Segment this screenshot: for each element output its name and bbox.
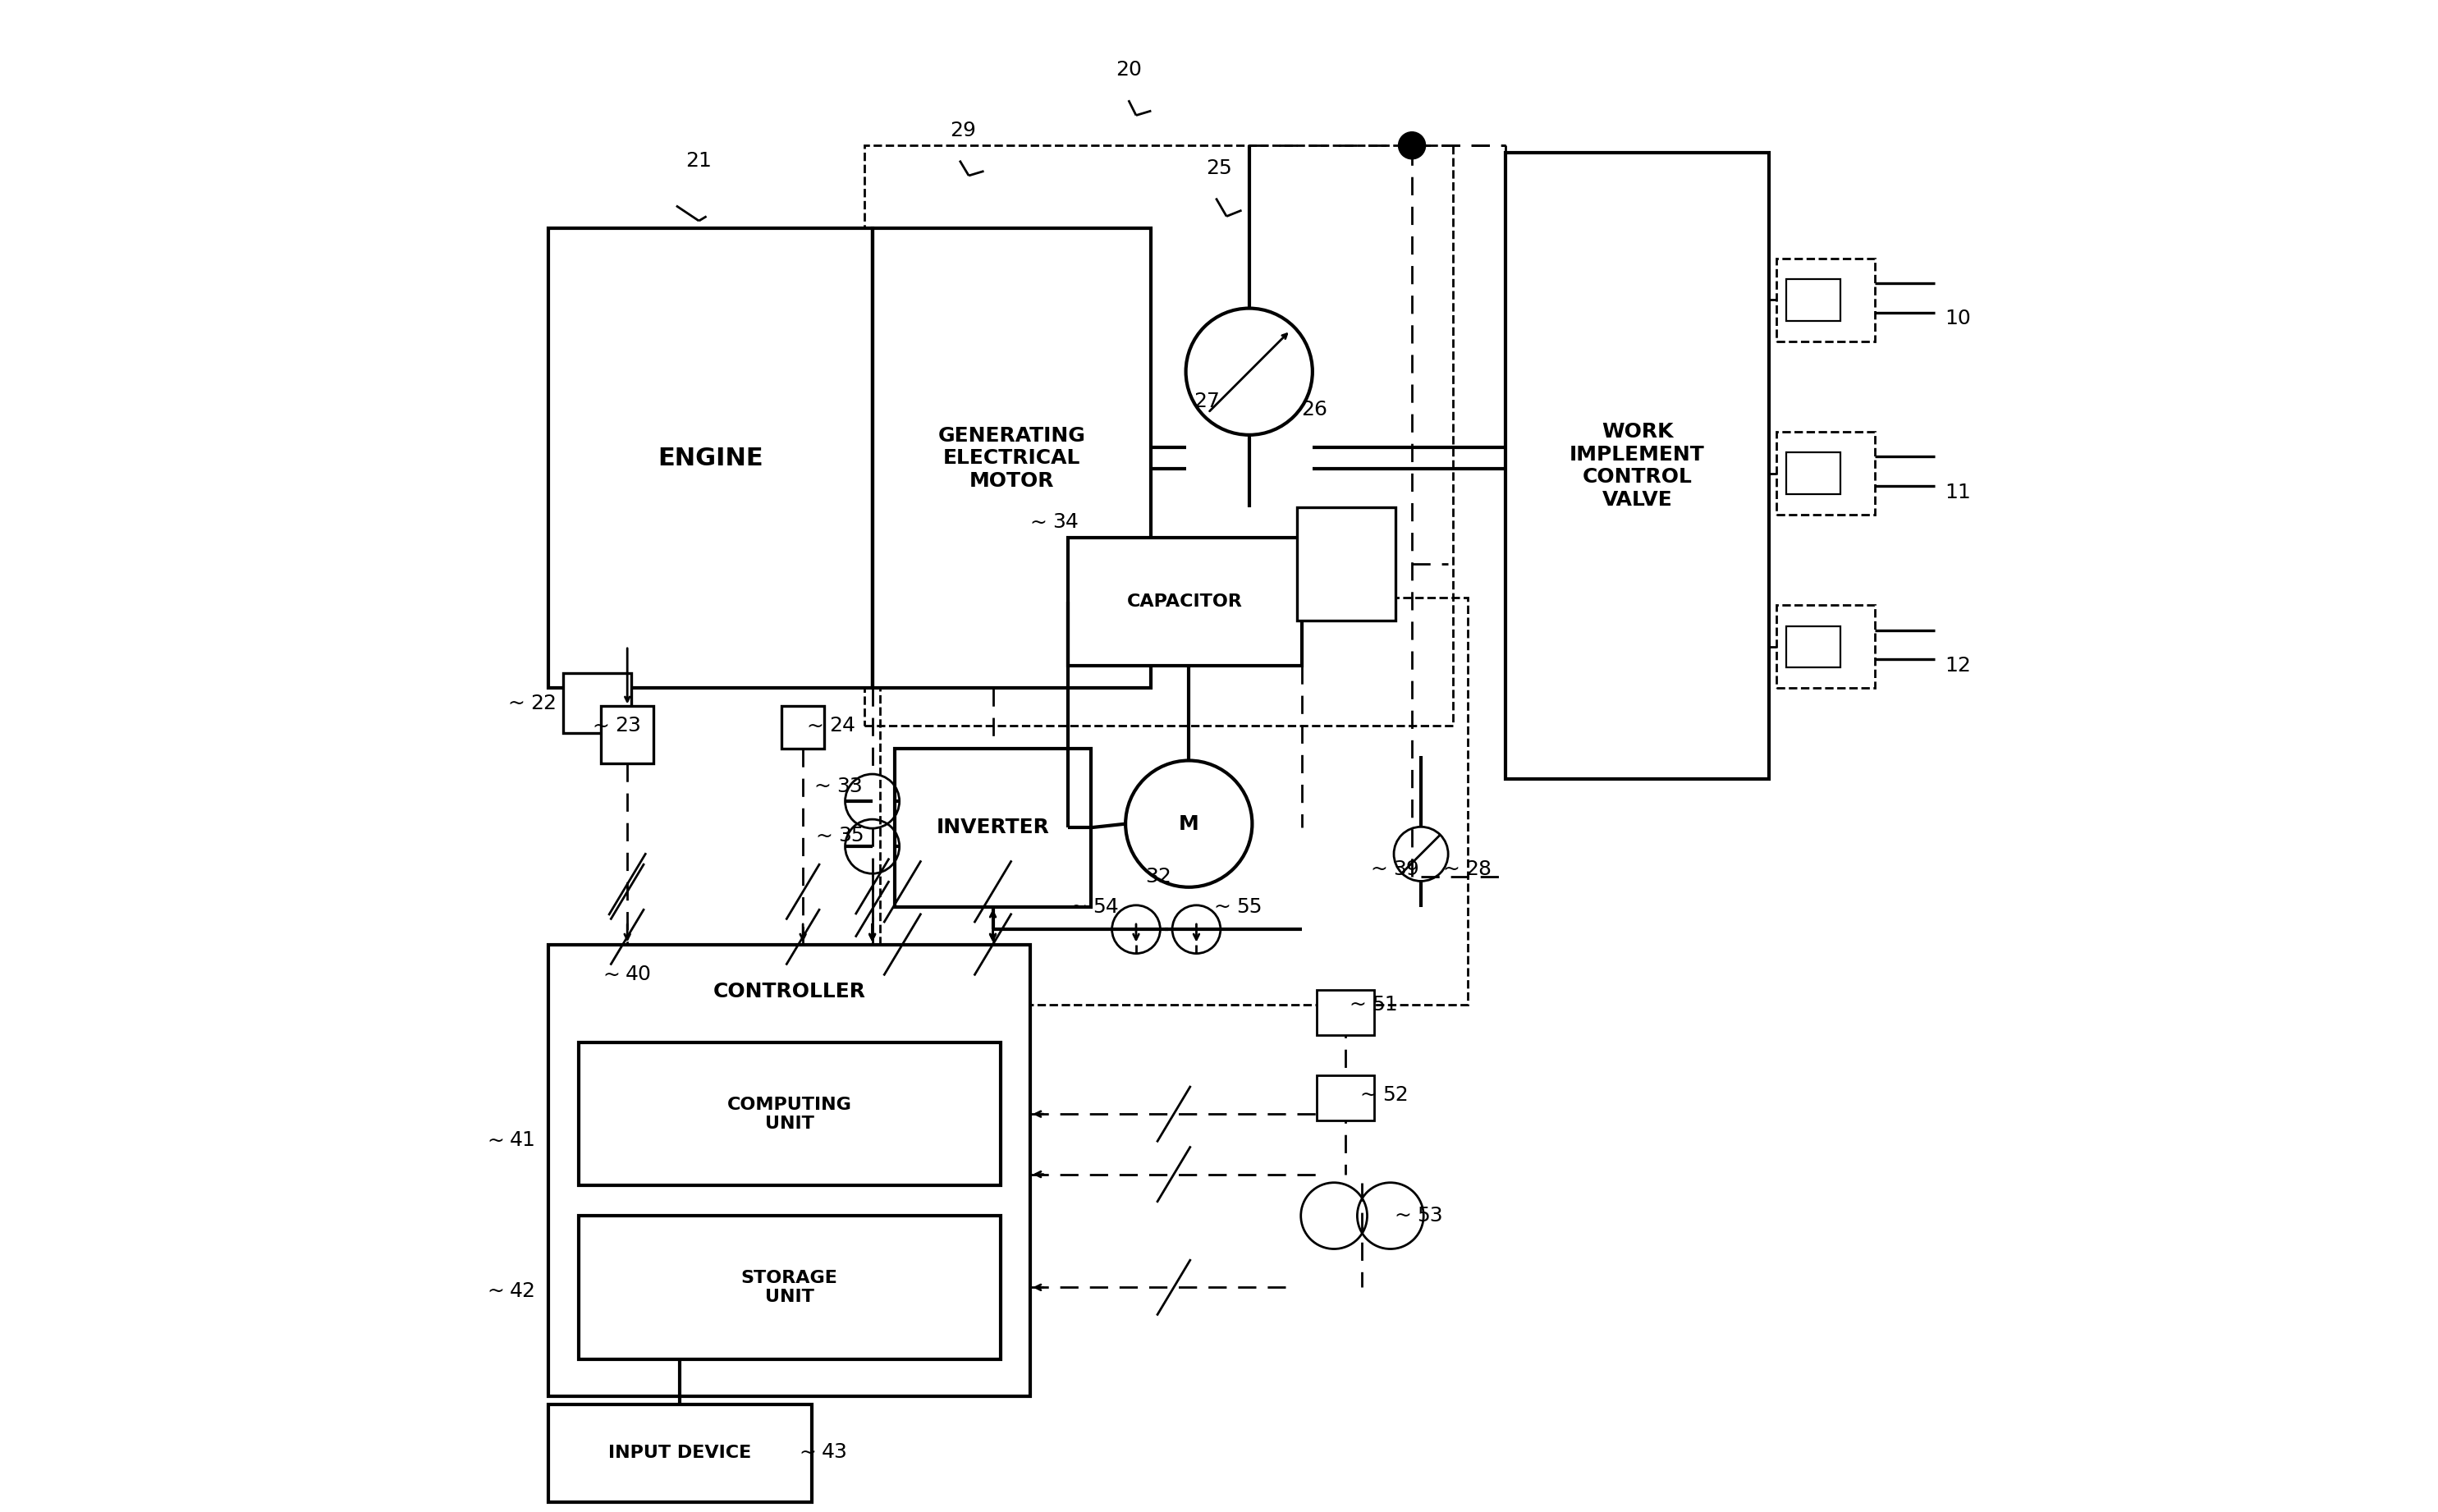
Circle shape <box>1399 132 1426 159</box>
Text: 42: 42 <box>510 1281 536 1300</box>
Text: GENERATING
ELECTRICAL
MOTOR: GENERATING ELECTRICAL MOTOR <box>939 425 1085 491</box>
Text: ENGINE: ENGINE <box>658 446 763 470</box>
Bar <box>880 597 1468 1005</box>
Bar <box>1777 605 1875 688</box>
Text: 39: 39 <box>1392 859 1419 878</box>
Text: STORAGE
UNIT: STORAGE UNIT <box>741 1270 839 1305</box>
Text: 55: 55 <box>1236 897 1263 916</box>
Bar <box>1777 432 1875 514</box>
Text: 12: 12 <box>1946 656 1970 676</box>
Bar <box>549 945 1031 1397</box>
Text: ~: ~ <box>1443 859 1460 878</box>
Text: M: M <box>1178 813 1199 833</box>
Text: ~: ~ <box>488 1131 505 1151</box>
Text: ~: ~ <box>507 694 524 714</box>
Bar <box>549 228 873 688</box>
Text: 40: 40 <box>627 965 651 984</box>
Text: 20: 20 <box>1117 60 1141 80</box>
Text: 32: 32 <box>1146 866 1173 886</box>
Bar <box>873 228 1151 688</box>
Text: INPUT DEVICE: INPUT DEVICE <box>610 1445 751 1462</box>
Text: CAPACITOR: CAPACITOR <box>1126 593 1243 609</box>
Text: 21: 21 <box>685 151 712 171</box>
Text: ~: ~ <box>800 1442 817 1462</box>
Bar <box>895 748 1090 907</box>
Text: 28: 28 <box>1465 859 1492 878</box>
Text: 53: 53 <box>1416 1207 1443 1226</box>
Text: ~: ~ <box>1360 1086 1377 1105</box>
Text: ~: ~ <box>1214 897 1231 916</box>
Text: 25: 25 <box>1207 159 1231 178</box>
Text: 35: 35 <box>839 826 863 845</box>
Bar <box>600 706 653 764</box>
Text: 29: 29 <box>951 121 975 141</box>
Text: 34: 34 <box>1053 513 1078 532</box>
Text: 54: 54 <box>1092 897 1119 916</box>
Text: 43: 43 <box>822 1442 848 1462</box>
Bar <box>578 1216 1000 1359</box>
Text: ~: ~ <box>592 717 610 736</box>
Bar <box>783 706 824 748</box>
Bar <box>1777 259 1875 342</box>
Text: WORK
IMPLEMENT
CONTROL
VALVE: WORK IMPLEMENT CONTROL VALVE <box>1570 422 1704 510</box>
Text: 52: 52 <box>1382 1086 1409 1105</box>
Text: ~: ~ <box>1395 1207 1412 1226</box>
Text: ~: ~ <box>1348 995 1365 1015</box>
Text: 11: 11 <box>1946 482 1970 502</box>
Bar <box>865 145 1453 726</box>
Text: 24: 24 <box>829 717 856 736</box>
Text: ~: ~ <box>807 717 824 736</box>
Text: 41: 41 <box>510 1131 536 1151</box>
Bar <box>563 673 631 733</box>
Text: 27: 27 <box>1195 392 1219 411</box>
Text: COMPUTING
UNIT: COMPUTING UNIT <box>727 1096 851 1132</box>
Text: ~: ~ <box>602 965 619 984</box>
Bar <box>1787 452 1841 494</box>
Text: 22: 22 <box>531 694 556 714</box>
Text: ~: ~ <box>488 1281 505 1300</box>
Text: 23: 23 <box>614 717 641 736</box>
Text: 33: 33 <box>836 776 863 795</box>
Bar <box>1297 507 1395 620</box>
Bar <box>578 1042 1000 1185</box>
Text: ~: ~ <box>814 826 834 845</box>
Bar <box>1317 1075 1375 1120</box>
Text: ~: ~ <box>1029 513 1046 532</box>
Bar <box>1068 537 1302 665</box>
Text: ~: ~ <box>814 776 831 795</box>
Text: CONTROLLER: CONTROLLER <box>712 983 865 1002</box>
Bar <box>1504 153 1770 779</box>
Text: INVERTER: INVERTER <box>936 818 1048 838</box>
Text: 51: 51 <box>1373 995 1397 1015</box>
Text: 10: 10 <box>1946 308 1970 328</box>
Text: 26: 26 <box>1302 399 1326 419</box>
Bar <box>549 1405 812 1503</box>
Bar <box>1787 280 1841 321</box>
Bar <box>1317 990 1375 1034</box>
Bar <box>1787 626 1841 667</box>
Text: ~: ~ <box>1370 859 1387 878</box>
Text: ~: ~ <box>1070 897 1087 916</box>
